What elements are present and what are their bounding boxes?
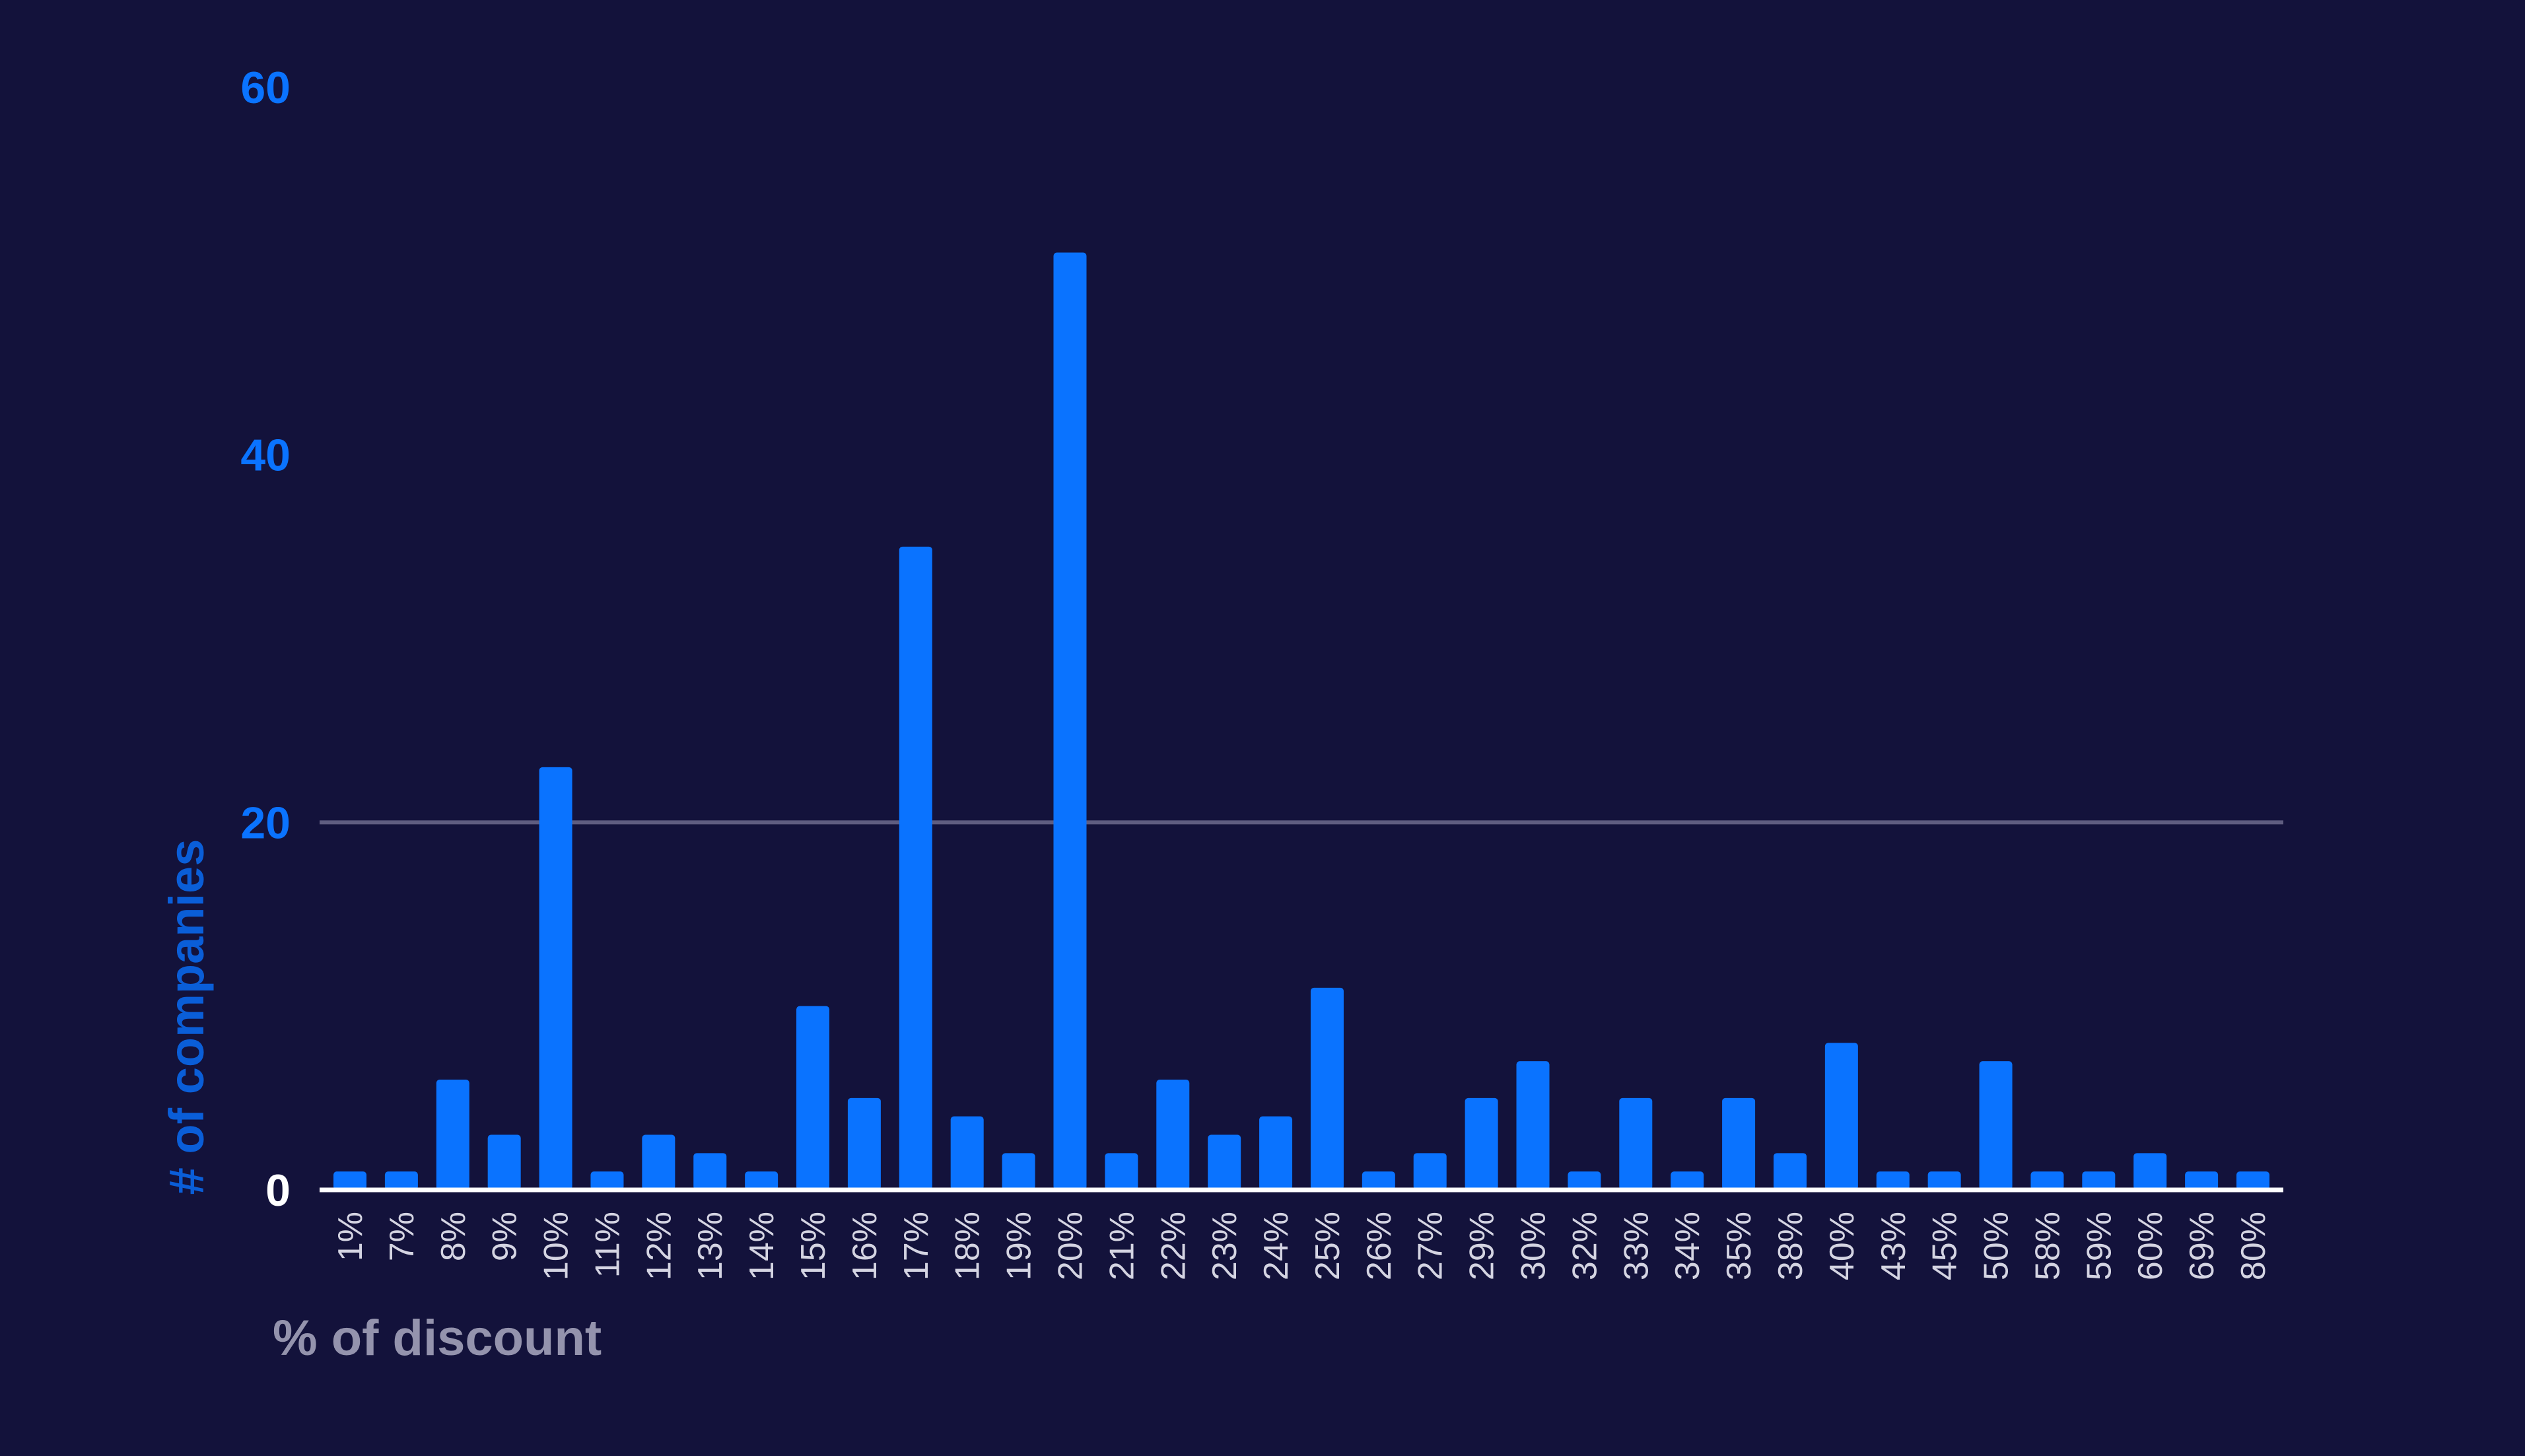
bar-13% (693, 1153, 727, 1190)
bar-8% (436, 1080, 469, 1190)
bar-32% (1568, 1171, 1601, 1190)
x-tick-label-8%: 8% (434, 1212, 473, 1261)
y-tick-label-60: 60 (240, 63, 291, 113)
x-tick-label-13%: 13% (691, 1212, 730, 1280)
x-tick-label-21%: 21% (1103, 1212, 1141, 1280)
bar-40% (1824, 1043, 1858, 1190)
y-tick-labels: 0 20 40 60 (240, 63, 291, 1216)
x-tick-label-43%: 43% (1875, 1212, 1913, 1280)
x-tick-label-40%: 40% (1823, 1212, 1861, 1280)
x-tick-label-50%: 50% (1978, 1212, 2016, 1280)
bar-14% (745, 1171, 778, 1190)
bar-21% (1105, 1153, 1138, 1190)
bar-35% (1722, 1097, 1756, 1190)
bar-23% (1208, 1134, 1241, 1190)
bar-27% (1413, 1153, 1447, 1190)
bar-69% (2185, 1171, 2219, 1190)
bar-11% (590, 1171, 624, 1190)
bar-22% (1156, 1080, 1190, 1190)
x-tick-label-80%: 80% (2234, 1212, 2273, 1280)
bar-16% (847, 1097, 881, 1190)
x-tick-label-34%: 34% (1669, 1212, 1707, 1280)
bar-33% (1619, 1097, 1653, 1190)
x-tick-label-23%: 23% (1206, 1212, 1244, 1280)
x-tick-label-18%: 18% (949, 1212, 987, 1280)
bar-12% (642, 1134, 675, 1190)
bar-50% (1979, 1061, 2013, 1190)
x-tick-label-1%: 1% (331, 1212, 370, 1261)
x-tick-label-32%: 32% (1566, 1212, 1604, 1280)
bar-17% (899, 546, 932, 1190)
x-tick-label-22%: 22% (1154, 1212, 1193, 1280)
x-tick-label-16%: 16% (846, 1212, 884, 1280)
bar-1% (333, 1171, 366, 1190)
x-tick-labels: 1% 7% 8% 9% 10% 11% 12% 13% 14% 15% 16% 17% 18% 19% 20… (331, 1212, 2273, 1280)
x-tick-label-59%: 59% (2080, 1212, 2118, 1280)
y-tick-label-0: 0 (265, 1165, 291, 1216)
bar-30% (1516, 1061, 1550, 1190)
x-tick-label-27%: 27% (1412, 1212, 1450, 1280)
x-axis-title: % of discount (273, 1310, 602, 1366)
bar-38% (1773, 1153, 1807, 1190)
x-tick-label-35%: 35% (1720, 1212, 1758, 1280)
bar-7% (384, 1171, 418, 1190)
x-tick-label-17%: 17% (897, 1212, 936, 1280)
bar-18% (950, 1116, 984, 1190)
bar-45% (1927, 1171, 1961, 1190)
x-tick-label-25%: 25% (1309, 1212, 1347, 1280)
x-tick-label-38%: 38% (1772, 1212, 1810, 1280)
x-tick-label-29%: 29% (1463, 1212, 1502, 1280)
bar-59% (2082, 1171, 2116, 1190)
x-tick-label-60%: 60% (2131, 1212, 2170, 1280)
bar-19% (1002, 1153, 1035, 1190)
gridlines (320, 85, 2283, 825)
bar-10% (539, 767, 572, 1190)
x-tick-label-7%: 7% (383, 1212, 421, 1261)
y-axis-title: # of companies (159, 839, 214, 1195)
bar-25% (1310, 987, 1344, 1190)
bar-58% (2030, 1171, 2064, 1190)
x-tick-label-10%: 10% (537, 1212, 576, 1280)
x-tick-label-30%: 30% (1515, 1212, 1553, 1280)
x-tick-label-12%: 12% (640, 1212, 678, 1280)
bar-43% (1876, 1171, 1910, 1190)
bar-9% (487, 1134, 521, 1190)
bar-20% (1053, 252, 1087, 1190)
bar-34% (1671, 1171, 1704, 1190)
x-tick-label-26%: 26% (1360, 1212, 1399, 1280)
y-tick-label-20: 20 (240, 798, 291, 848)
x-tick-label-69%: 69% (2183, 1212, 2221, 1280)
bar-26% (1362, 1171, 1395, 1190)
bar-24% (1259, 1116, 1293, 1190)
bar-15% (796, 1006, 830, 1190)
x-tick-label-14%: 14% (743, 1212, 781, 1280)
x-tick-label-11%: 11% (588, 1212, 627, 1278)
bars (333, 252, 2269, 1190)
x-tick-label-19%: 19% (1000, 1212, 1039, 1280)
x-tick-label-24%: 24% (1257, 1212, 1296, 1280)
x-tick-label-33%: 33% (1617, 1212, 1655, 1280)
bar-80% (2236, 1171, 2269, 1190)
x-tick-label-15%: 15% (794, 1212, 833, 1280)
y-tick-label-40: 40 (240, 431, 291, 481)
bar-29% (1465, 1097, 1498, 1190)
x-tick-label-58%: 58% (2028, 1212, 2067, 1280)
x-tick-label-9%: 9% (486, 1212, 524, 1261)
x-tick-label-20%: 20% (1051, 1212, 1090, 1280)
x-tick-label-45%: 45% (1926, 1212, 1964, 1280)
bar-60% (2133, 1153, 2167, 1190)
